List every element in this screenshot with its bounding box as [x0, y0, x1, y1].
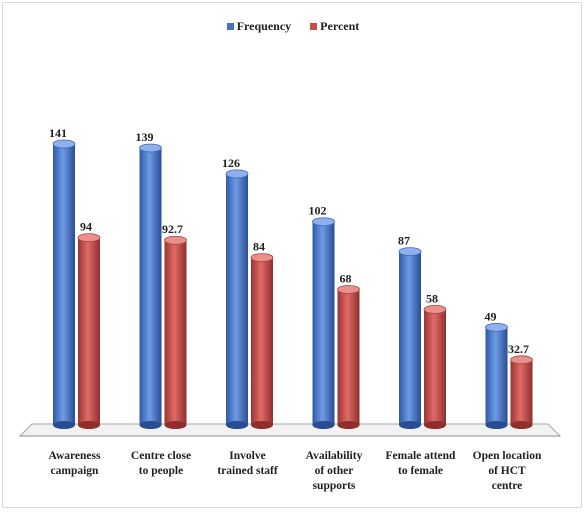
bar-frequency-2 [226, 173, 248, 425]
bar-frequency-4 [399, 251, 421, 425]
bar-base-frequency-1 [139, 421, 162, 429]
category-label-5-line-1: of HCT [488, 465, 526, 477]
bar-cap-percent-3 [337, 285, 360, 294]
bar-base-frequency-2 [226, 421, 248, 429]
bar-percent-1 [164, 240, 187, 425]
value-label-percent-0: 94 [80, 220, 92, 234]
category-label-1-line-0: Centre close [131, 450, 191, 462]
value-label-percent-2: 84 [253, 240, 265, 254]
category-label-3-line-1: of other [315, 465, 354, 477]
value-label-percent-3: 68 [340, 271, 352, 285]
legend-item-percent: Percent [310, 19, 359, 34]
bar-cap-percent-2 [250, 253, 274, 262]
category-label-1-line-1: to people [139, 465, 183, 477]
bar-cap-percent-1 [164, 235, 187, 245]
value-label-frequency-2: 126 [222, 156, 240, 170]
value-label-frequency-3: 102 [309, 204, 327, 218]
bar-base-percent-5 [510, 421, 533, 429]
value-label-percent-5: 32.7 [508, 342, 529, 356]
category-label-2-line-1: trained staff [217, 465, 278, 477]
value-label-percent-4: 58 [426, 291, 438, 305]
bar-cap-frequency-1 [139, 143, 162, 153]
bar-cap-frequency-4 [398, 247, 422, 257]
value-label-frequency-0: 141 [49, 126, 67, 140]
category-label-5-line-0: Open location [473, 450, 542, 462]
bar-percent-2 [251, 257, 273, 425]
bar-base-frequency-3 [312, 421, 335, 429]
chart-floor [18, 423, 562, 437]
category-label-0-line-0: Awareness [49, 450, 101, 462]
bar-frequency-0 [53, 143, 75, 425]
bar-frequency-3 [312, 221, 335, 425]
bar-percent-4 [424, 309, 446, 425]
category-label-4-line-0: Female attend [386, 450, 457, 462]
bar-base-percent-2 [251, 421, 273, 429]
bar-base-percent-4 [424, 421, 446, 429]
bar-base-frequency-4 [399, 421, 421, 429]
category-label-2-line-0: Involve [229, 450, 265, 462]
bar-frequency-5 [485, 327, 508, 425]
category-label-3-line-2: supports [313, 480, 356, 492]
bar-base-percent-3 [337, 421, 360, 429]
bar-cap-frequency-2 [225, 169, 249, 179]
bar-percent-5 [510, 359, 533, 425]
bar-cap-frequency-3 [312, 217, 335, 227]
category-label-5-line-2: centre [492, 480, 522, 492]
bar-base-frequency-0 [53, 421, 75, 429]
bar-frequency-1 [139, 147, 162, 425]
legend-swatch-frequency [226, 23, 234, 30]
value-label-frequency-4: 87 [398, 234, 410, 248]
bar-percent-0 [78, 237, 100, 425]
value-label-percent-1: 92.7 [162, 222, 183, 236]
value-label-frequency-1: 139 [136, 130, 154, 144]
legend-item-frequency: Frequency [226, 19, 292, 34]
legend-swatch-percent [310, 23, 318, 30]
bar-cap-frequency-5 [485, 322, 508, 332]
legend-label-percent: Percent [320, 19, 360, 33]
category-label-4-line-1: to female [398, 465, 443, 477]
bar-cap-frequency-0 [52, 139, 76, 149]
bar-percent-3 [337, 289, 360, 425]
value-label-frequency-5: 49 [485, 309, 497, 323]
bar-base-frequency-5 [485, 421, 508, 429]
bar-cap-percent-5 [510, 355, 533, 365]
bar-base-percent-1 [164, 421, 187, 429]
category-label-3-line-0: Availability [306, 450, 363, 462]
bar-cap-percent-0 [77, 233, 101, 243]
legend: Frequency Percent [0, 19, 586, 34]
category-label-0-line-1: campaign [51, 465, 100, 477]
bar-base-percent-0 [78, 421, 100, 429]
bar-cap-percent-4 [423, 305, 447, 314]
legend-label-frequency: Frequency [236, 19, 292, 33]
